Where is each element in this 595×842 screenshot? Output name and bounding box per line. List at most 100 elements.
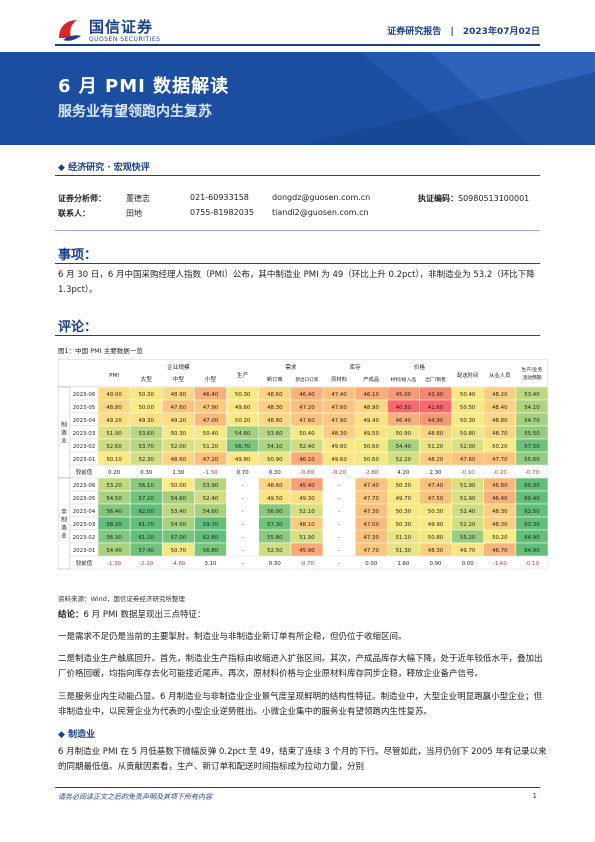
- mfg-value-label: 47.70: [492, 457, 508, 463]
- mfg-value-label: 49.30: [138, 418, 154, 424]
- nonmfg-change-label: 较前值: [76, 559, 93, 567]
- header-input-price: 材料/投入品: [391, 376, 417, 383]
- pmi-data-table: PMI 企业规模 大型 中型 小型 生产 需求 新订单 新出口订单 库存 原材料 产成品 价格 材料/投入…: [57, 358, 549, 587]
- mfg-value-label: 53.40: [524, 392, 540, 398]
- nonmfg-value-label: 48.60: [267, 483, 283, 489]
- footer-disclaimer[interactable]: 请务必阅读正文之后的免责声明及其项下所有内容: [58, 793, 212, 801]
- mfg-change-value: -0.70: [525, 470, 540, 476]
- nonmfg-value-label: 51.10: [396, 535, 412, 541]
- mfg-value-label: 49.80: [331, 444, 347, 450]
- conclusion-point-2: 二是制造业生产触底回升。首先，制造业生产指标由收缩进入扩张区间。其次，产成品库存…: [58, 654, 543, 679]
- mfg-value-label: 50.00: [138, 405, 154, 411]
- nonmfg-value-label: 47.50: [428, 496, 444, 502]
- nonmfg-change-value: -: [242, 561, 244, 567]
- mfg-value-label: 54.60: [235, 431, 251, 437]
- nonmfg-value-label: 53.20: [106, 483, 122, 489]
- mfg-value-label: 50.80: [460, 431, 476, 437]
- category-label: 经济研究 · 宏观快评: [68, 163, 150, 173]
- report-title: 6 月 PMI 数据解读: [58, 76, 230, 97]
- nonmfg-value-label: 49.70: [460, 548, 476, 554]
- nonmfg-value-label: 63.30: [524, 522, 540, 528]
- header-price: 价格: [414, 363, 426, 371]
- manufacturing-paragraph: 6 月制造业 PMI 在 5 月低基数下微幅反弹 0.2pct 至 49，结束了…: [58, 747, 547, 772]
- brand-name-en: GUOSEN SECURITIES: [89, 36, 161, 43]
- header-export-orders: 新出口订单: [295, 376, 318, 383]
- nonmfg-value-label: 61.20: [138, 535, 154, 541]
- mfg-value-label: 49.00: [106, 392, 122, 398]
- mfg-value-label: 46.40: [396, 418, 412, 424]
- nonmfg-value-label: 46.40: [492, 496, 508, 502]
- brand-logo: 国信证券 GUOSEN SECURITIES: [55, 14, 175, 48]
- analyst-email[interactable]: dongdz@guosen.com.cn: [272, 193, 371, 202]
- brand-name-cn: 国信证券: [89, 18, 154, 36]
- nonmfg-value-label: 47.30: [363, 535, 379, 541]
- report-category: ◆ 经济研究 · 宏观快评: [58, 160, 150, 173]
- cert-label: 执证编码：: [418, 194, 458, 203]
- mfg-change-value: -0.20: [493, 470, 508, 476]
- nonmfg-value-label: 57.40: [138, 548, 154, 554]
- nonmfg-value-label: 48.10: [299, 522, 315, 528]
- mfg-date-label: 2023-05: [73, 405, 96, 411]
- mfg-value-label: 50.20: [235, 418, 251, 424]
- nonmfg-value-label: 62.60: [203, 535, 219, 541]
- table-source: 资料来源：Wind，国信证券经济研究所整理: [58, 595, 185, 603]
- nonmfg-change-value: 0.30: [269, 561, 282, 567]
- nonmfg-value-label: 56.40: [106, 509, 122, 515]
- header-raw-material: 原材料: [331, 375, 348, 383]
- conclusion-point-3: 三是服务业内生动能凸显。6 月制造业与非制造业企业景气度呈现鲜明的结构性特征。制…: [58, 692, 543, 717]
- header-pmi: PMI: [109, 373, 119, 379]
- nonmfg-value-label: 50.80: [428, 535, 444, 541]
- nonmfg-value-label: 53.90: [203, 483, 219, 489]
- nonmfg-change-value: -0.10: [525, 561, 540, 567]
- mfg-value-label: 54.10: [524, 405, 540, 411]
- nonmfg-value-label: 53.40: [171, 509, 187, 515]
- header-separator: |: [450, 27, 454, 37]
- header-output-price: 出厂/销售: [425, 376, 446, 383]
- banner-decoration: [300, 52, 595, 145]
- header-finished-goods: 产成品: [363, 375, 379, 383]
- nonmfg-group-cell: [57, 477, 71, 570]
- header-production: 生产: [237, 371, 249, 379]
- contact-email[interactable]: tiandi2@guosen.com.cn: [272, 208, 369, 217]
- nonmfg-value-label: 46.70: [492, 548, 508, 554]
- nonmfg-value-label: 64.90: [524, 548, 540, 554]
- nonmfg-value-label: 57.20: [138, 496, 154, 502]
- mfg-group-label-char: 造: [61, 429, 67, 437]
- nonmfg-group-label-char: 制: [61, 516, 67, 524]
- nonmfg-change-value: -0.70: [300, 561, 315, 567]
- mfg-value-label: 47.60: [331, 405, 347, 411]
- mfg-value-label: 48.30: [331, 431, 347, 437]
- mfg-value-label: 49.40: [363, 418, 379, 424]
- nonmfg-change-value: -1.30: [107, 561, 122, 567]
- nonmfg-value-label: 58.20: [106, 522, 122, 528]
- mfg-value-label: 54.40: [396, 444, 412, 450]
- mfg-date-label: 2023-01: [73, 457, 96, 463]
- mfg-change-value: 0.30: [269, 470, 282, 476]
- mfg-value-label: 49.80: [235, 457, 251, 463]
- mfg-value-label: 48.70: [492, 431, 508, 437]
- nonmfg-value-label: 54.60: [171, 496, 187, 502]
- mfg-value-label: 40.80: [396, 405, 412, 411]
- nonmfg-change-value: -: [338, 561, 340, 567]
- analyst-row: 证券分析师：: [58, 193, 106, 204]
- mfg-value-label: 51.20: [203, 444, 219, 450]
- mfg-value-label: 47.00: [203, 418, 219, 424]
- nonmfg-value-label: 55.80: [267, 535, 283, 541]
- nonmfg-change-value: -2.10: [139, 561, 154, 567]
- mfg-value-label: 47.20: [203, 457, 219, 463]
- mfg-value-label: 47.40: [331, 392, 347, 398]
- mfg-value-label: 48.90: [171, 392, 187, 398]
- mfg-value-label: 43.90: [428, 392, 444, 398]
- mfg-value-label: 46.10: [299, 457, 315, 463]
- header-expectation: 生产/业务: [522, 366, 543, 373]
- nonmfg-value-label: 52.10: [299, 509, 315, 515]
- nonmfg-value-label: 48.30: [428, 548, 444, 554]
- nonmfg-date-label: 2023-03: [73, 522, 96, 528]
- nonmfg-value-label: 64.90: [524, 535, 540, 541]
- table-caption: 图1：中国 PMI 主要数据一览: [58, 347, 143, 355]
- footer-divider: [55, 787, 540, 788]
- nonmfg-value-label: 52.50: [267, 548, 283, 554]
- mfg-value-label: 50.60: [363, 444, 379, 450]
- mfg-change-value: -2.80: [364, 470, 379, 476]
- mfg-value-label: 46.40: [203, 392, 219, 398]
